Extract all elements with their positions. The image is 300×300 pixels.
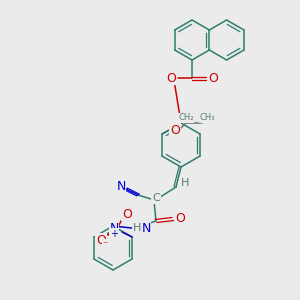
Text: ⁻: ⁻ bbox=[103, 240, 108, 250]
Text: O: O bbox=[175, 212, 185, 226]
Text: N: N bbox=[110, 223, 119, 236]
Text: O: O bbox=[208, 71, 218, 85]
Text: +: + bbox=[110, 229, 118, 239]
Text: O: O bbox=[96, 233, 106, 247]
Text: CH₂: CH₂ bbox=[178, 113, 194, 122]
Text: O: O bbox=[122, 208, 132, 220]
Text: O: O bbox=[170, 124, 180, 136]
Text: N: N bbox=[141, 221, 151, 235]
Text: CH₃: CH₃ bbox=[199, 113, 215, 122]
Text: N: N bbox=[116, 181, 126, 194]
Text: C: C bbox=[152, 193, 160, 203]
Text: O: O bbox=[166, 71, 176, 85]
Text: H: H bbox=[181, 178, 189, 188]
Text: H: H bbox=[133, 223, 141, 233]
